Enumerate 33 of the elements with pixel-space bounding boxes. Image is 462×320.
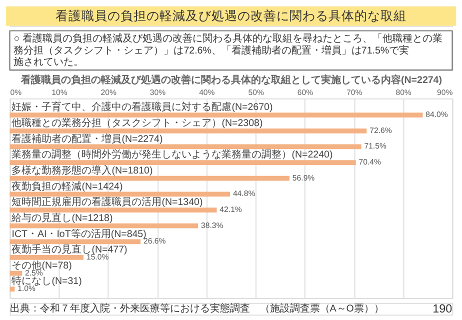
data-label: 56.9% [292,173,315,182]
data-label: 42.1% [220,204,242,214]
y-tick-label: 業務量の調整（時間外労働が発生しないような業務量の調整）(N=2240) [12,148,333,161]
data-label: 71.5% [364,142,386,151]
x-tick-label: 0% [10,88,22,97]
y-tick-label: 他職種との業務分担（タスクシフト・シェア）(N=2308) [12,116,263,129]
y-tick-label: 短時間正規雇用の看護職員の活用(N=1340) [12,196,203,208]
text: 190 [432,302,453,316]
x-tick-label: 10% [52,88,68,97]
x-tick-label: 90% [437,88,453,97]
data-label: 72.6% [370,126,392,135]
data-label: 38.3% [201,220,224,230]
y-tick-label: 夜勤負担の軽減(N=1424) [12,180,123,192]
x-tick-label: 30% [150,88,166,97]
y-tick-label: 給与の見直し(N=1218) [10,212,113,224]
data-label: 1.0% [18,284,36,294]
source-note: 出典：令和７年度入院・外来医療等における実態調査 （施設調査票（A～O票）） [10,302,384,315]
data-label: 84.0% [426,110,448,120]
y-tick-label: 多様な勤務形態の導入(N=1810) [12,164,153,176]
data-label: 70.4% [358,157,382,166]
x-tick-label: 70% [346,88,362,97]
x-tick-label: 20% [100,88,116,97]
chart-subtitle: ○ 看護職員の負担の軽減及び処遇の改善に関わる具体的な取組を尋ねたところ、「他職種との業務分担（タスクシフト・シェア）」は72.6%、「看護補助者の配置・増員」は71.5%で実施されていた。 [14,32,442,68]
y-tick-label: 妊娠・子育て中、介護中の看護職員に対する配慮(N=2670) [12,101,273,114]
chart-title: 看護職員の負担の軽減及び処遇の改善に関わる具体的な取組 [56,8,406,24]
y-tick-label: 看護補助者の配置・増員(N=2274) [12,132,163,145]
x-tick-label: 80% [396,88,412,97]
x-tick-label: 50% [248,88,264,97]
y-tick-label: その他(N=78) [12,259,72,272]
x-tick-label: 60% [297,88,314,97]
x-tick-label: 40% [199,88,215,97]
x-axis-title: 看護職員の負担の軽減及び処遇の改善に関わる具体的な取組として実施している内容(N=2274) [20,74,442,86]
data-label: 44.8% [232,189,256,198]
